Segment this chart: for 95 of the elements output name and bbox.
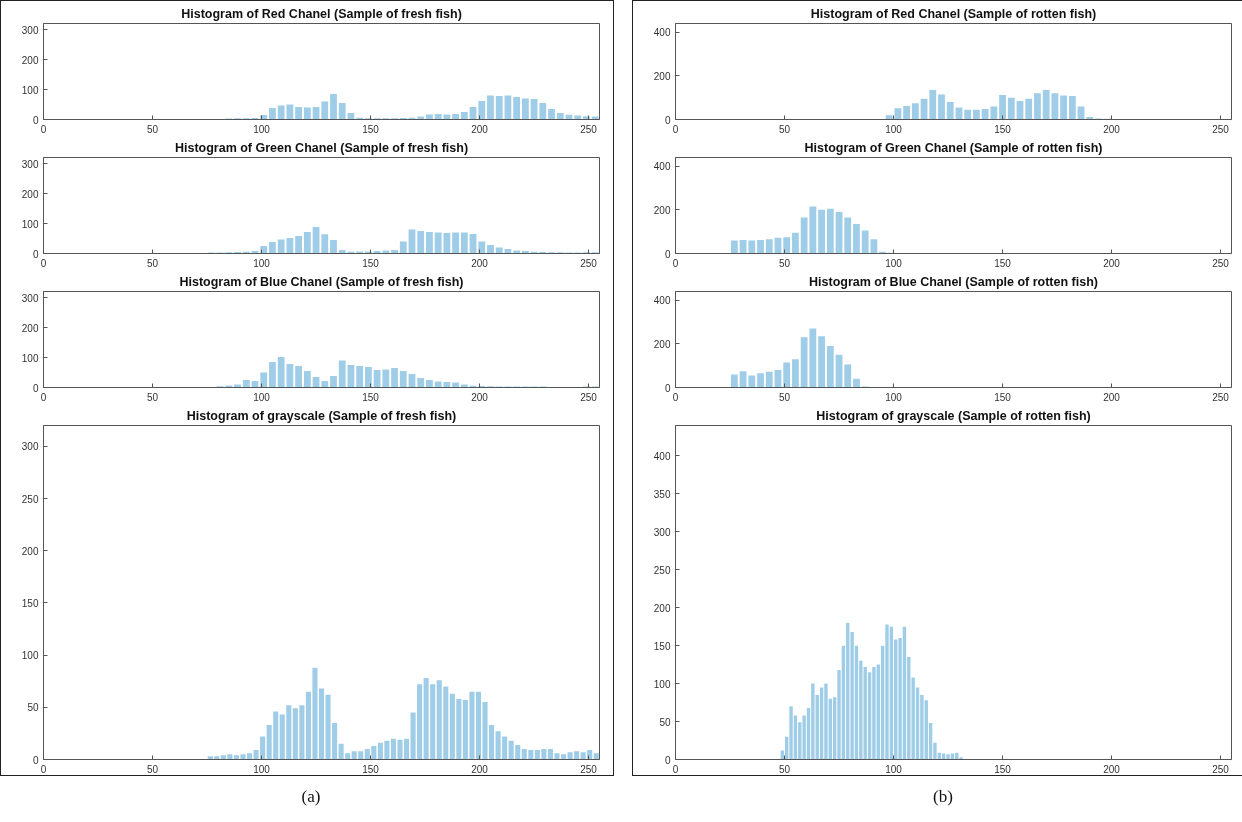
x-tick-label: 250 (1212, 123, 1230, 135)
x-tick-label: 250 (580, 123, 598, 135)
x-tick-label: 200 (1103, 763, 1121, 775)
y-tick-label: 0 (32, 248, 39, 260)
x-tick-label: 200 (471, 257, 489, 269)
chart-title: Histogram of Green Chanel (Sample of fresh fish) (174, 140, 469, 155)
x-tick-label: 100 (885, 123, 903, 135)
x-tick-label: 0 (40, 391, 47, 403)
y-tick-label: 250 (653, 564, 671, 576)
y-tick-label: 200 (21, 188, 39, 200)
x-tick-label: 250 (1212, 391, 1230, 403)
x-tick-label: 150 (994, 391, 1012, 403)
x-tick-label: 150 (362, 763, 380, 775)
x-tick-label: 150 (994, 123, 1012, 135)
x-tick-label: 100 (885, 257, 903, 269)
y-tick-label: 300 (21, 24, 39, 36)
chart-title: Histogram of Blue Chanel (Sample of rotten fish) (809, 274, 1098, 289)
x-tick-label: 250 (580, 763, 598, 775)
y-tick-label: 400 (653, 161, 671, 173)
x-tick-label: 100 (253, 391, 271, 403)
y-tick-label: 300 (653, 526, 671, 538)
x-tick-label: 200 (471, 391, 489, 403)
x-tick-label: 100 (253, 257, 271, 269)
y-tick-label: 0 (664, 754, 671, 766)
y-tick-label: 100 (21, 218, 39, 230)
x-tick-label: 150 (994, 257, 1012, 269)
x-tick-label: 250 (1212, 257, 1230, 269)
x-tick-label: 0 (672, 763, 679, 775)
chart-title: Histogram of grayscale (Sample of fresh fish) (186, 408, 457, 423)
y-tick-label: 0 (664, 114, 671, 126)
x-tick-label: 0 (40, 257, 47, 269)
x-tick-label: 100 (885, 391, 903, 403)
y-tick-label: 300 (21, 158, 39, 170)
y-tick-label: 0 (32, 382, 39, 394)
x-tick-label: 50 (778, 391, 791, 403)
x-tick-label: 100 (253, 123, 271, 135)
chart-title: Histogram of Blue Chanel (Sample of fresh fish) (179, 274, 464, 289)
x-tick-label: 50 (146, 763, 159, 775)
x-tick-label: 200 (1103, 257, 1121, 269)
x-tick-label: 250 (580, 257, 598, 269)
y-tick-label: 0 (664, 248, 671, 260)
y-tick-label: 200 (21, 545, 39, 557)
y-tick-label: 400 (653, 27, 671, 39)
x-tick-label: 250 (580, 391, 598, 403)
x-tick-label: 50 (778, 763, 791, 775)
y-tick-label: 200 (653, 338, 671, 350)
x-tick-label: 50 (146, 391, 159, 403)
y-tick-label: 100 (21, 352, 39, 364)
x-tick-label: 0 (40, 123, 47, 135)
y-tick-label: 200 (21, 322, 39, 334)
x-tick-label: 250 (1212, 763, 1230, 775)
y-tick-label: 0 (32, 114, 39, 126)
x-tick-label: 50 (146, 123, 159, 135)
x-tick-label: 50 (146, 257, 159, 269)
chart-title: Histogram of Green Chanel (Sample of rotten fish) (804, 140, 1103, 155)
x-tick-label: 200 (471, 763, 489, 775)
x-tick-label: 100 (253, 763, 271, 775)
x-tick-label: 0 (40, 763, 47, 775)
x-tick-label: 50 (778, 257, 791, 269)
y-tick-label: 0 (32, 754, 39, 766)
x-tick-label: 150 (362, 257, 380, 269)
y-tick-label: 50 (27, 702, 39, 714)
x-tick-label: 0 (672, 123, 679, 135)
y-tick-label: 300 (21, 292, 39, 304)
y-tick-label: 200 (653, 70, 671, 82)
y-tick-label: 400 (653, 450, 671, 462)
chart-title: Histogram of Red Chanel (Sample of rotten fish) (810, 6, 1097, 21)
y-tick-label: 300 (21, 441, 39, 453)
x-tick-label: 0 (672, 391, 679, 403)
x-tick-label: 150 (362, 123, 380, 135)
y-tick-label: 350 (653, 488, 671, 500)
y-tick-label: 150 (653, 640, 671, 652)
x-tick-label: 100 (885, 763, 903, 775)
text: (b) (933, 786, 953, 808)
y-tick-label: 200 (653, 204, 671, 216)
x-tick-label: 50 (778, 123, 791, 135)
y-tick-label: 0 (664, 382, 671, 394)
y-tick-label: 100 (21, 650, 39, 662)
y-tick-label: 400 (653, 295, 671, 307)
y-tick-label: 100 (653, 678, 671, 690)
y-tick-label: 250 (21, 493, 39, 505)
chart-title: Histogram of Red Chanel (Sample of fresh fish) (181, 6, 462, 21)
y-tick-label: 200 (21, 54, 39, 66)
x-tick-label: 0 (672, 257, 679, 269)
y-tick-label: 100 (21, 84, 39, 96)
text: (a) (301, 786, 321, 808)
y-tick-label: 50 (659, 716, 671, 728)
y-tick-label: 200 (653, 602, 671, 614)
x-tick-label: 150 (994, 763, 1012, 775)
x-tick-label: 150 (362, 391, 380, 403)
y-tick-label: 150 (21, 597, 39, 609)
x-tick-label: 200 (1103, 123, 1121, 135)
chart-title: Histogram of grayscale (Sample of rotten fish) (816, 408, 1091, 423)
x-tick-label: 200 (1103, 391, 1121, 403)
x-tick-label: 200 (471, 123, 489, 135)
